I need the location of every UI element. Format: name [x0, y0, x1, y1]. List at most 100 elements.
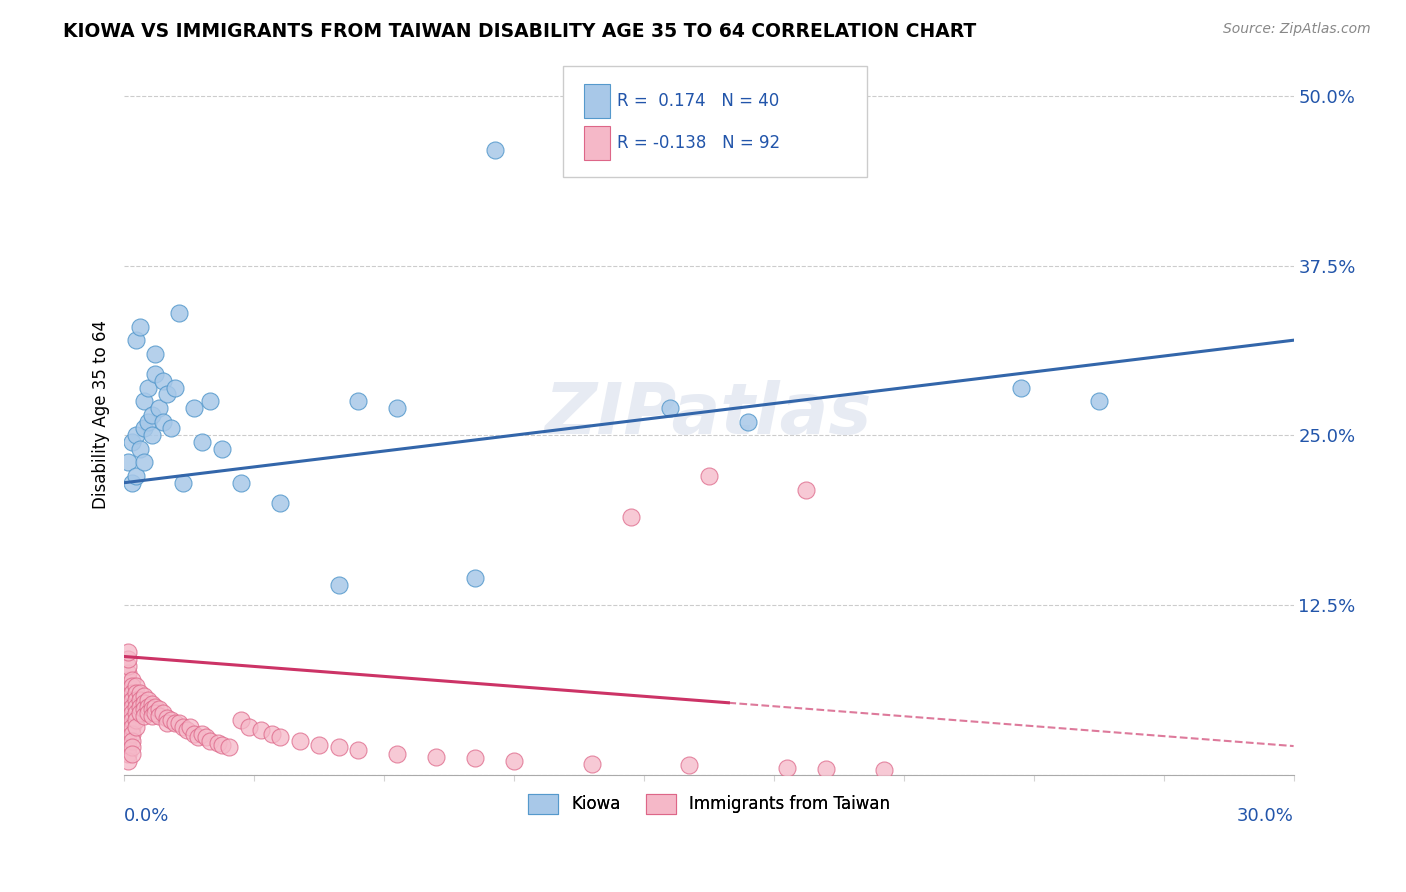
Point: [160, 421, 183, 435]
Point: [121, 475, 143, 490]
Point: [132, 421, 155, 435]
Point: [117, 659, 139, 673]
Point: [145, 367, 167, 381]
Point: [464, 751, 486, 765]
Point: [141, 702, 163, 716]
FancyBboxPatch shape: [583, 126, 610, 161]
Point: [128, 699, 150, 714]
Point: [125, 333, 148, 347]
Point: [172, 475, 194, 490]
Point: [183, 401, 205, 415]
Point: [117, 645, 139, 659]
Point: [117, 720, 139, 734]
Point: [121, 435, 143, 450]
Point: [145, 699, 167, 714]
Point: [117, 665, 139, 680]
Point: [503, 754, 526, 768]
Point: [183, 727, 205, 741]
Point: [121, 693, 143, 707]
Point: [464, 571, 486, 585]
Point: [125, 679, 148, 693]
Point: [262, 727, 284, 741]
Point: [231, 713, 253, 727]
Point: [328, 577, 350, 591]
Point: [187, 730, 209, 744]
Point: [425, 750, 447, 764]
Point: [198, 733, 221, 747]
Point: [121, 679, 143, 693]
Point: [141, 697, 163, 711]
Point: [697, 469, 720, 483]
Point: [269, 496, 291, 510]
Point: [179, 720, 201, 734]
Legend: Kiowa, Immigrants from Taiwan: Kiowa, Immigrants from Taiwan: [522, 788, 897, 821]
Text: 30.0%: 30.0%: [1237, 807, 1294, 825]
Point: [211, 442, 233, 456]
Point: [136, 706, 159, 721]
Point: [125, 720, 148, 734]
Point: [117, 455, 139, 469]
Point: [132, 709, 155, 723]
Point: [385, 747, 408, 762]
Point: [136, 415, 159, 429]
Point: [121, 733, 143, 747]
Point: [328, 740, 350, 755]
Point: [156, 387, 179, 401]
Point: [121, 747, 143, 762]
Point: [191, 727, 214, 741]
Point: [152, 374, 174, 388]
Point: [347, 743, 370, 757]
Point: [156, 716, 179, 731]
Point: [207, 736, 229, 750]
Point: [117, 693, 139, 707]
Point: [125, 713, 148, 727]
Point: [484, 143, 506, 157]
Point: [167, 306, 190, 320]
Text: 0.0%: 0.0%: [124, 807, 170, 825]
Point: [117, 747, 139, 762]
Point: [814, 762, 837, 776]
Point: [347, 394, 370, 409]
Point: [620, 509, 643, 524]
Point: [167, 716, 190, 731]
Point: [128, 442, 150, 456]
Point: [737, 415, 759, 429]
Point: [132, 689, 155, 703]
Point: [873, 764, 896, 778]
Point: [125, 686, 148, 700]
Point: [1087, 394, 1109, 409]
Point: [125, 469, 148, 483]
Point: [269, 730, 291, 744]
Point: [125, 428, 148, 442]
Point: [141, 709, 163, 723]
Point: [308, 738, 330, 752]
Point: [117, 754, 139, 768]
Point: [128, 319, 150, 334]
Point: [117, 699, 139, 714]
Text: Source: ZipAtlas.com: Source: ZipAtlas.com: [1223, 22, 1371, 37]
Point: [198, 394, 221, 409]
Point: [128, 686, 150, 700]
Text: R = -0.138   N = 92: R = -0.138 N = 92: [617, 134, 780, 152]
Point: [136, 693, 159, 707]
Point: [191, 435, 214, 450]
Text: ZIPatlas: ZIPatlas: [546, 380, 873, 450]
Point: [121, 706, 143, 721]
Point: [132, 394, 155, 409]
Point: [121, 713, 143, 727]
Point: [125, 693, 148, 707]
Point: [121, 699, 143, 714]
Point: [121, 727, 143, 741]
Point: [581, 756, 603, 771]
FancyBboxPatch shape: [583, 84, 610, 119]
Point: [231, 475, 253, 490]
Point: [136, 381, 159, 395]
Point: [117, 673, 139, 687]
Point: [117, 686, 139, 700]
Point: [145, 706, 167, 721]
Point: [385, 401, 408, 415]
Point: [117, 652, 139, 666]
Point: [195, 730, 218, 744]
Point: [148, 702, 170, 716]
Point: [152, 706, 174, 721]
